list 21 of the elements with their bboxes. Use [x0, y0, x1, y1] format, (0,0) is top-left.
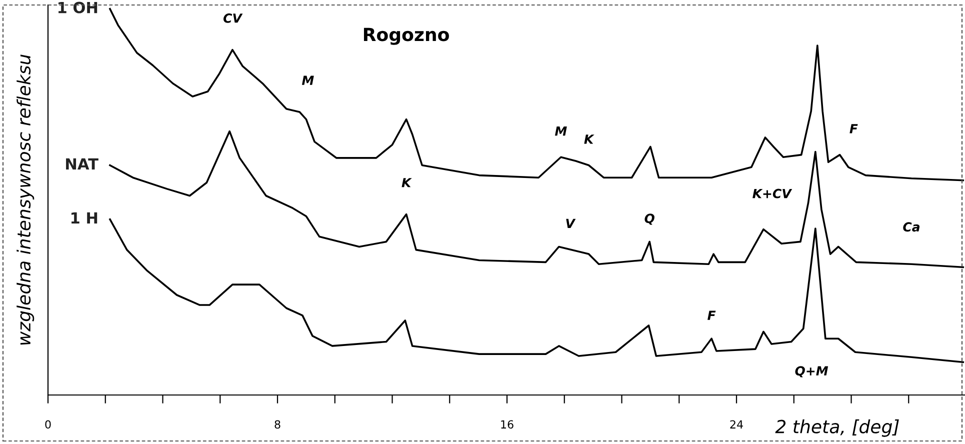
annotation: CV: [223, 13, 243, 23]
x-tick-label: 0: [45, 420, 51, 429]
y-axis-title: wzgledna intensywnosc refleksu: [16, 54, 34, 345]
annotation: F: [708, 310, 716, 320]
x-axis-title: 2 theta, [deg]: [775, 419, 899, 437]
annotation: V: [566, 218, 576, 228]
annotation: K: [584, 134, 594, 144]
annotation: Q+M: [795, 366, 828, 378]
annotation: M: [554, 126, 567, 136]
x-tick-label: 16: [501, 420, 514, 429]
annotation: F: [850, 124, 858, 134]
annotation: Ca: [903, 222, 920, 232]
annotation: Q: [644, 214, 654, 225]
text: Rogozno: [364, 28, 449, 45]
annotation: M: [302, 76, 314, 85]
annotation: K: [402, 178, 412, 188]
x-tick-label: 8: [274, 420, 280, 429]
series-label: 1 H: [71, 212, 98, 224]
x-tick-label: 24: [730, 420, 743, 428]
annotation: K+CV: [752, 188, 792, 198]
series-label: NAT: [66, 158, 98, 170]
